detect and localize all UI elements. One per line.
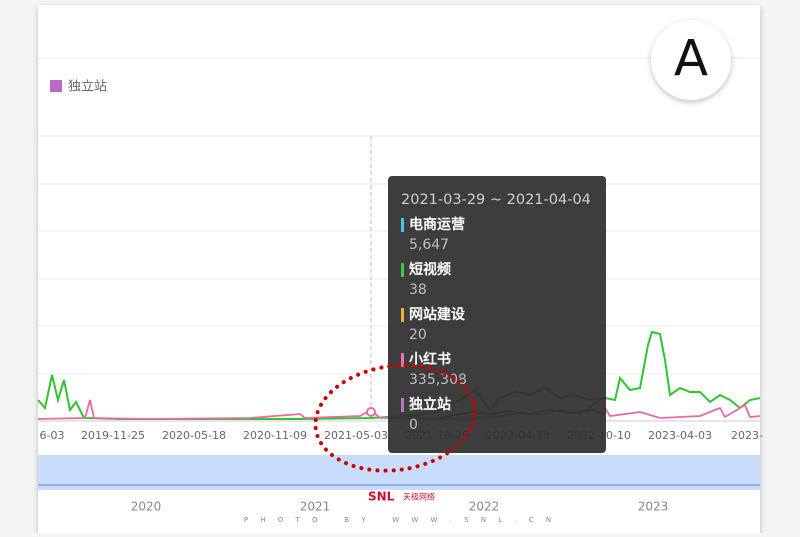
tooltip-name: 电商运营 [409, 216, 465, 233]
x-tick-label: 2023-04-03 [648, 429, 712, 442]
watermark-company: 天极网络 [403, 492, 435, 502]
tooltip-name: 独立站 [409, 396, 451, 413]
tooltip-marker [401, 308, 404, 322]
tooltip-value: 0 [409, 417, 418, 433]
x-tick-label: 2020-11-09 [243, 429, 307, 442]
tooltip-name: 网站建设 [409, 306, 466, 323]
tooltip-marker [401, 263, 404, 277]
tooltip-name: 小红书 [409, 351, 451, 368]
tooltip-marker [401, 353, 404, 367]
tooltip-marker [401, 398, 404, 412]
badge [651, 20, 731, 100]
x-tick-label: 2019-11-25 [81, 429, 145, 442]
tooltip-box [388, 176, 606, 453]
tooltip-title: 2021-03-29 ~ 2021-04-04 [401, 192, 591, 208]
tooltip-items: 电商运营 5,647 短视频 38 网站建设 20 小红书 335,308 独立站 0 [401, 216, 467, 433]
legend-swatch [50, 80, 62, 92]
slider-year: 2020 [131, 500, 162, 514]
x-tick-label: 2023- [731, 429, 763, 442]
tooltip-value: 20 [409, 327, 427, 343]
x-tick-label: 2021-05-03 [324, 429, 388, 442]
highlight-circle [313, 363, 477, 473]
x-tick-label: 2020-05-18 [162, 429, 226, 442]
tooltip-value: 5,647 [409, 237, 449, 253]
slider-year: 2022 [469, 500, 500, 514]
slider-year: 2023 [638, 500, 669, 514]
watermark-brand: SNL [368, 490, 395, 504]
tooltip-marker [401, 218, 404, 232]
badge-label: A [674, 30, 708, 88]
tooltip-value: 38 [409, 282, 427, 298]
hover-point [366, 407, 376, 417]
x-tick-label: 6-03 [40, 429, 65, 442]
tooltip: 2021-03-29 ~ 2021-04-04 电商运营 5,647 短视频 38 网站… [388, 176, 606, 453]
legend-label[interactable]: 独立站 [68, 80, 107, 95]
watermark-credit: P H O T O B Y W W W . S N L . C N [244, 516, 556, 524]
slider-years: 2020 2021 2022 2023 [131, 500, 669, 514]
slider-year: 2021 [300, 500, 331, 514]
tooltip-name: 短视频 [409, 261, 451, 278]
tooltip-value: 335,308 [409, 372, 467, 388]
